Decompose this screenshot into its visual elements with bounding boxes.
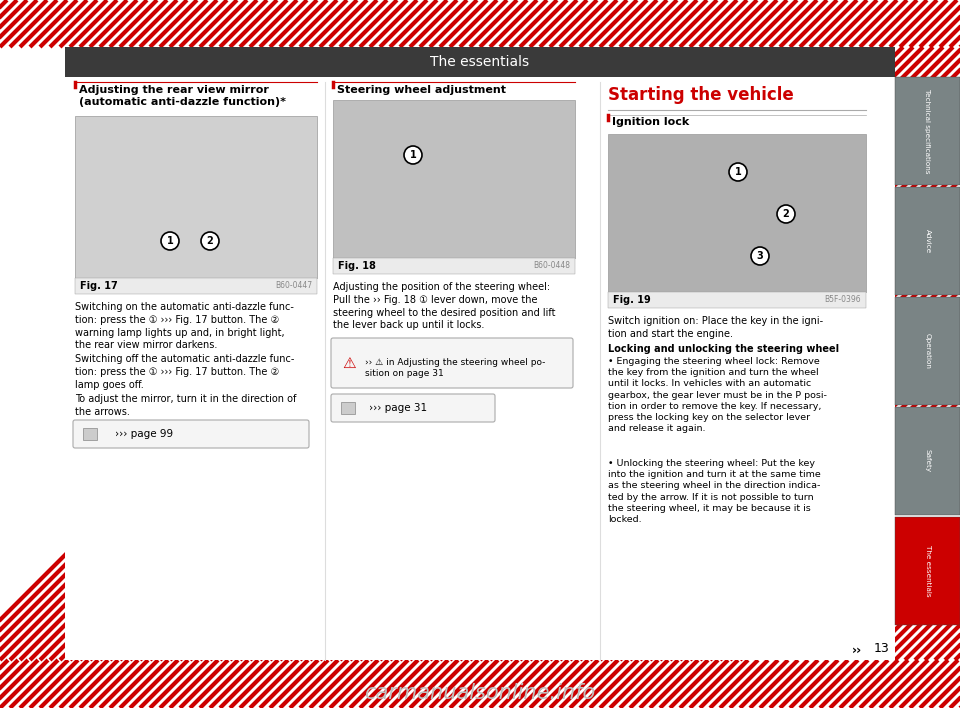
Text: Adjusting the rear view mirror
(automatic anti-dazzle function)*: Adjusting the rear view mirror (automati… [79,85,286,108]
Text: • Unlocking the steering wheel: Put the key
into the ignition and turn it at the: • Unlocking the steering wheel: Put the … [608,459,821,524]
FancyBboxPatch shape [73,420,309,448]
Text: Fig. 17: Fig. 17 [80,281,118,291]
Text: 3: 3 [756,251,763,261]
Bar [333,100,575,258]
Bar [895,297,960,405]
Text: Adjusting the position of the steering wheel:
Pull the ›› Fig. 18 ① lever down, : Adjusting the position of the steering w… [333,282,556,331]
Text: Steering wheel adjustment: Steering wheel adjustment [337,85,506,95]
Bar [65,77,895,660]
Text: 1: 1 [167,236,174,246]
Text: Technical specifications: Technical specifications [924,88,930,173]
Text: 2: 2 [782,209,789,219]
Text: Locking and unlocking the steering wheel: Locking and unlocking the steering wheel [608,344,839,354]
Text: ››› page 99: ››› page 99 [115,429,173,439]
Bar [895,77,960,185]
Text: Fig. 19: Fig. 19 [613,295,651,305]
Circle shape [729,163,747,181]
Text: To adjust the mirror, turn it in the direction of
the arrows.: To adjust the mirror, turn it in the dir… [75,394,297,417]
Circle shape [404,146,422,164]
Text: 1: 1 [410,150,417,160]
Text: B60-0447: B60-0447 [275,282,312,290]
Text: ›› ⚠ in Adjusting the steering wheel po-
sition on page 31: ›› ⚠ in Adjusting the steering wheel po-… [365,358,545,378]
Text: The essentials: The essentials [430,55,530,69]
Circle shape [751,247,769,265]
Bar [895,407,960,515]
Bar [83,428,97,440]
Bar [341,402,355,414]
Text: B5F-0396: B5F-0396 [825,295,861,304]
Text: Operation: Operation [924,333,930,369]
Bar [608,292,866,308]
Text: 13: 13 [875,641,890,654]
Bar [75,278,317,294]
Text: Switch ignition on: Place the key in the igni-
tion and start the engine.: Switch ignition on: Place the key in the… [608,316,823,339]
Text: • Engaging the steering wheel lock: Remove
the key from the ignition and turn th: • Engaging the steering wheel lock: Remo… [608,357,827,433]
Bar [0,0,960,47]
Text: Switching off the automatic anti-dazzle func-
tion: press the ① ››› Fig. 17 butt: Switching off the automatic anti-dazzle … [75,354,295,389]
Text: 2: 2 [206,236,213,246]
Text: The essentials: The essentials [924,545,930,597]
Bar [895,187,960,295]
Text: ››› page 31: ››› page 31 [369,403,427,413]
Circle shape [777,205,795,223]
Bar [333,258,575,274]
Bar [65,47,895,77]
Circle shape [161,232,179,250]
Bar [608,134,866,292]
Bar [0,660,960,708]
Text: ⚠: ⚠ [342,355,356,370]
Bar [895,47,960,660]
Bar [0,47,65,660]
Text: Switching on the automatic anti-dazzle func-
tion: press the ① ››› Fig. 17 butto: Switching on the automatic anti-dazzle f… [75,302,294,350]
Text: Safety: Safety [924,450,930,472]
Text: Fig. 18: Fig. 18 [338,261,376,271]
FancyBboxPatch shape [331,338,573,388]
Text: Ignition lock: Ignition lock [612,117,689,127]
Bar [895,517,960,625]
Circle shape [201,232,219,250]
Text: carmanualsonline.info: carmanualsonline.info [365,683,595,703]
Text: Starting the vehicle: Starting the vehicle [608,86,794,104]
FancyBboxPatch shape [331,394,495,422]
Bar [75,116,317,278]
Text: B60-0448: B60-0448 [533,261,570,270]
Text: Advice: Advice [924,229,930,253]
Text: 1: 1 [734,167,741,177]
Text: ››: ›› [852,644,862,656]
